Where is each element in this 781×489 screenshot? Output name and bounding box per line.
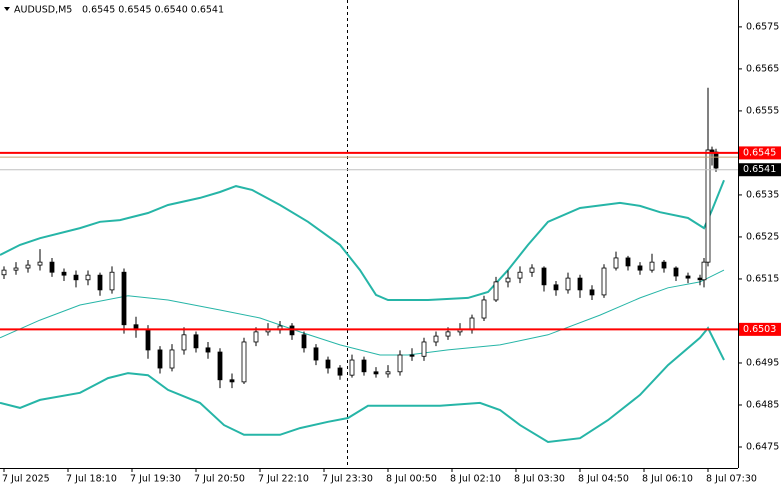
candle-body: [517, 271, 523, 279]
candle-body: [685, 275, 691, 279]
upper-band: [0, 179, 725, 301]
candle-body: [73, 274, 79, 281]
candle-body: [37, 261, 43, 266]
x-tick-label: 8 Jul 00:50: [386, 474, 437, 485]
candle-body: [713, 151, 719, 169]
y-tick-label: 0.6565: [746, 63, 779, 74]
candle-body: [553, 284, 559, 291]
candle-body: [109, 271, 115, 291]
candle-body: [25, 264, 31, 269]
header-arrow: [4, 7, 10, 11]
y-tick-label: 0.6575: [746, 21, 779, 32]
candle-body: [613, 257, 619, 269]
candle-body: [529, 267, 535, 273]
candle-body: [157, 349, 163, 369]
candle-body: [49, 261, 55, 273]
candle-body: [625, 257, 631, 267]
candle-body: [313, 347, 319, 361]
candle-body: [121, 271, 127, 326]
candle-body: [701, 261, 707, 281]
candle-body: [217, 351, 223, 381]
candle-body: [85, 274, 91, 281]
price-level-box: [739, 146, 781, 160]
candle-body: [61, 271, 67, 276]
x-tick-label: 8 Jul 06:10: [642, 474, 693, 485]
candle-body: [373, 371, 379, 375]
y-tick-label: 0.6485: [746, 399, 779, 410]
candle-body: [709, 149, 715, 153]
symbol-title: AUDUSD,M5: [14, 5, 72, 16]
x-tick-label: 7 Jul 18:10: [66, 474, 117, 485]
candle-body: [241, 341, 247, 383]
candle-body: [325, 359, 331, 369]
candle-body: [661, 261, 667, 269]
x-tick-label: 8 Jul 04:50: [578, 474, 629, 485]
candle-body: [301, 334, 307, 349]
candle-body: [565, 277, 571, 291]
candle-body: [1, 269, 7, 276]
candle-body: [193, 334, 199, 349]
candle-body: [181, 334, 187, 351]
candle-body: [229, 379, 235, 383]
y-tick-label: 0.6475: [746, 441, 779, 452]
price-level-label: 0.6541: [743, 164, 776, 175]
candle-body: [13, 267, 19, 271]
candle-body: [205, 347, 211, 353]
candle-body: [637, 265, 643, 271]
candle-body: [481, 299, 487, 319]
candle-body: [253, 331, 259, 343]
y-tick-label: 0.6555: [746, 105, 779, 116]
price-level-label: 0.6503: [743, 324, 776, 335]
price-level-box: [739, 322, 781, 336]
y-tick-label: 0.6495: [746, 357, 779, 368]
x-tick-label: 7 Jul 22:10: [258, 474, 309, 485]
candle-body: [397, 354, 403, 373]
candle-body: [421, 341, 427, 357]
candle-body: [649, 261, 655, 271]
y-tick-label: 0.6525: [746, 231, 779, 242]
x-tick-label: 8 Jul 03:30: [514, 474, 565, 485]
candle-body: [169, 349, 175, 369]
candle-body: [589, 289, 595, 296]
y-tick-label: 0.6535: [746, 189, 779, 200]
candle-body: [705, 149, 711, 263]
candle-body: [409, 354, 415, 357]
candle-body: [289, 325, 295, 336]
candle-body: [493, 281, 499, 301]
candle-body: [349, 359, 355, 376]
x-tick-label: 8 Jul 02:10: [450, 474, 501, 485]
candle-body: [697, 277, 703, 281]
x-tick-label: 7 Jul 2025: [2, 474, 50, 485]
x-tick-label: 7 Jul 20:50: [194, 474, 245, 485]
candle-body: [469, 317, 475, 331]
candle-body: [433, 335, 439, 343]
candle-body: [673, 267, 679, 277]
candle-body: [145, 329, 151, 351]
candle-body: [97, 274, 103, 291]
candle-body: [337, 367, 343, 376]
candle-body: [361, 359, 367, 373]
price-level-label: 0.6545: [743, 147, 776, 158]
x-tick-label: 7 Jul 19:30: [130, 474, 181, 485]
candle-body: [577, 277, 583, 291]
x-tick-label: 7 Jul 23:30: [322, 474, 373, 485]
candle-body: [385, 371, 391, 375]
x-tick-label: 8 Jul 07:30: [706, 474, 757, 485]
y-tick-label: 0.6515: [746, 273, 779, 284]
ohlc-header: 0.6545 0.6545 0.6540 0.6541: [82, 5, 224, 16]
candle-body: [601, 267, 607, 296]
lower-band: [0, 326, 725, 444]
candle-body: [505, 277, 511, 283]
middle-band: [0, 269, 725, 356]
candle-body: [541, 267, 547, 286]
price-level-box: [739, 163, 781, 177]
candle-body: [445, 331, 451, 337]
